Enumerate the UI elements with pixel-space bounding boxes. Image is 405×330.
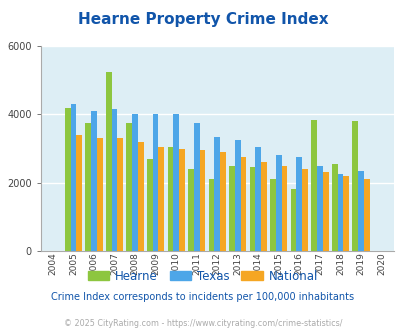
Bar (220, 152, 225, 251)
Bar (76, 135, 82, 251)
Bar (199, 150, 205, 251)
Bar (167, 147, 173, 251)
Bar (322, 172, 328, 251)
Bar (240, 157, 246, 251)
Bar (270, 179, 275, 251)
Bar (152, 115, 158, 251)
Bar (255, 147, 260, 251)
Bar (179, 148, 184, 251)
Bar (173, 115, 179, 251)
Legend: Hearne, Texas, National: Hearne, Texas, National (83, 265, 322, 287)
Bar (228, 166, 234, 251)
Bar (260, 162, 266, 251)
Bar (158, 147, 164, 251)
Bar (357, 171, 363, 251)
Bar (337, 174, 343, 251)
Bar (331, 164, 337, 251)
Bar (249, 167, 255, 251)
Bar (352, 121, 357, 251)
Bar (234, 140, 240, 251)
Bar (85, 123, 91, 251)
Bar (126, 123, 132, 251)
Bar (147, 159, 152, 251)
Bar (106, 72, 111, 251)
Bar (132, 115, 138, 251)
Bar (363, 179, 369, 251)
Bar (70, 104, 76, 251)
Bar (301, 169, 307, 251)
Bar (343, 176, 348, 251)
Bar (316, 166, 322, 251)
Bar (65, 108, 70, 251)
Bar (138, 142, 143, 251)
Text: © 2025 CityRating.com - https://www.cityrating.com/crime-statistics/: © 2025 CityRating.com - https://www.city… (64, 319, 341, 328)
Text: Crime Index corresponds to incidents per 100,000 inhabitants: Crime Index corresponds to incidents per… (51, 292, 354, 302)
Bar (281, 166, 287, 251)
Text: Hearne Property Crime Index: Hearne Property Crime Index (77, 12, 328, 26)
Bar (290, 189, 296, 251)
Bar (193, 123, 199, 251)
Bar (208, 179, 214, 251)
Bar (214, 137, 220, 251)
Bar (111, 109, 117, 251)
Bar (91, 111, 97, 251)
Bar (311, 119, 316, 251)
Bar (117, 138, 123, 251)
Bar (97, 138, 102, 251)
Bar (296, 157, 301, 251)
Bar (188, 169, 193, 251)
Bar (275, 155, 281, 251)
